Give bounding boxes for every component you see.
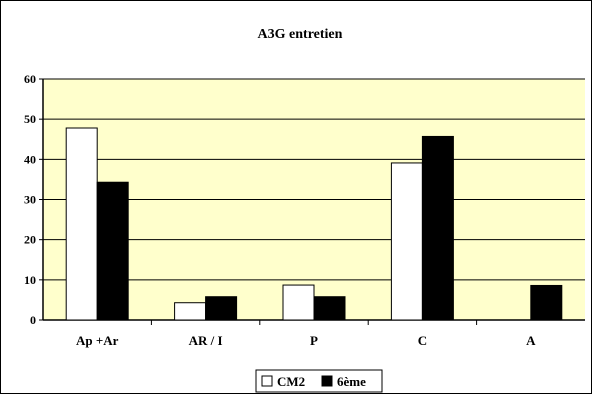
legend-label-6eme: 6ème: [337, 374, 366, 389]
y-tick-label: 10: [24, 273, 36, 287]
legend-swatch-6eme: [321, 375, 333, 387]
bar-cm2-2: [282, 284, 315, 321]
bar-cm2-1: [174, 302, 207, 321]
legend-swatch-cm2: [261, 375, 273, 387]
y-tick-label: 20: [24, 233, 36, 247]
y-tick-label: 40: [24, 152, 36, 166]
legend: CM2 6ème: [255, 369, 383, 393]
x-tick-label: A: [526, 333, 536, 348]
y-tick-label: 60: [24, 72, 36, 86]
x-tick-label: AR / I: [189, 333, 223, 348]
bar-6eme-1: [205, 296, 238, 321]
x-tick-label: Ap +Ar: [76, 333, 119, 348]
x-tick-label: P: [310, 333, 318, 348]
bar-cm2-0: [65, 127, 98, 321]
bar-6eme-2: [313, 296, 346, 321]
y-tick-label: 30: [24, 193, 36, 207]
plot-area: 0 10 20 30 40 50 60 Ap +Ar AR / I P C A: [24, 72, 585, 348]
bar-6eme-0: [96, 181, 129, 321]
bar-cm2-3: [390, 162, 423, 321]
legend-box: [255, 369, 383, 393]
y-tick-label: 0: [30, 313, 36, 327]
bar-6eme-4: [530, 284, 563, 321]
y-tick-label: 50: [24, 112, 36, 126]
chart-title: A3G entretien: [258, 27, 343, 42]
bar-6eme-3: [421, 135, 454, 321]
legend-label-cm2: CM2: [277, 374, 305, 389]
x-tick-label: C: [418, 333, 427, 348]
